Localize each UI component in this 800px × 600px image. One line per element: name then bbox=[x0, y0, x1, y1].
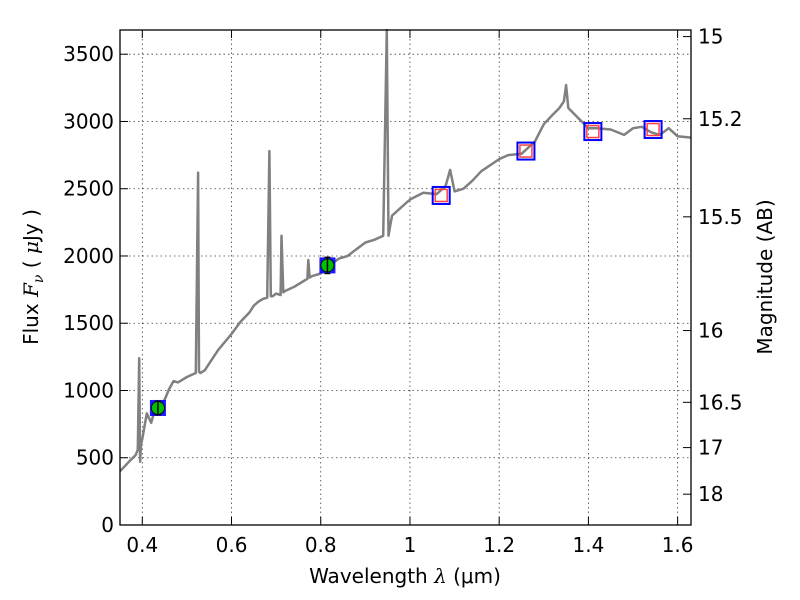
x-tick-label: 1 bbox=[404, 533, 417, 557]
y-tick-label: 2500 bbox=[63, 177, 114, 201]
mag-tick-label: 15 bbox=[698, 25, 723, 49]
y-tick-label: 0 bbox=[101, 513, 114, 537]
mag-tick-label: 16.5 bbox=[698, 390, 743, 414]
x-tick-label: 0.6 bbox=[216, 533, 248, 557]
red-square-marker bbox=[586, 124, 600, 139]
spectrum-line bbox=[119, 28, 692, 473]
blue-square-marker bbox=[643, 120, 663, 140]
y-tick-label: 1500 bbox=[63, 311, 114, 335]
axis-ticks: 0.4 0.6 0.8 1 1.2 1.4 1.6 0 500 1000 1500 2000 2500 3… bbox=[63, 25, 742, 557]
x-axis-title: Wavelength λ (μm) bbox=[309, 564, 501, 588]
grid bbox=[120, 30, 691, 525]
x-tick-label: 1.2 bbox=[483, 533, 515, 557]
y-tick-label: 3500 bbox=[63, 42, 114, 66]
red-square-marker bbox=[434, 188, 448, 203]
red-square-marker bbox=[646, 122, 660, 137]
y-axis-title: Flux Fν ( μJy ) bbox=[19, 209, 47, 345]
red-square-marker bbox=[519, 144, 533, 158]
y2-axis-title: Magnitude (AB) bbox=[753, 199, 777, 354]
photometry-point bbox=[516, 141, 536, 161]
photometry-point bbox=[431, 185, 451, 205]
mag-tick-label: 16 bbox=[698, 319, 723, 343]
blue-square-marker bbox=[516, 141, 536, 161]
photometry-point bbox=[149, 399, 166, 416]
x-tick-label: 1.4 bbox=[572, 533, 604, 557]
photometry-point bbox=[319, 256, 336, 275]
x-tick-label: 0.4 bbox=[126, 533, 158, 557]
mag-tick-label: 15.5 bbox=[698, 205, 743, 229]
y-tick-label: 500 bbox=[76, 446, 114, 470]
mag-tick-label: 15.2 bbox=[698, 107, 743, 131]
y-tick-label: 1000 bbox=[63, 378, 114, 402]
mag-tick-label: 18 bbox=[698, 482, 723, 506]
y-tick-label: 3000 bbox=[63, 109, 114, 133]
plot-frame bbox=[119, 29, 692, 526]
mag-tick-label: 17 bbox=[698, 436, 723, 460]
photometry-point bbox=[643, 120, 663, 140]
blue-square-marker bbox=[583, 122, 603, 142]
photometry-point bbox=[583, 122, 603, 142]
photometry-markers bbox=[149, 120, 663, 416]
x-tick-label: 1.6 bbox=[662, 533, 694, 557]
y-tick-label: 2000 bbox=[63, 244, 114, 268]
blue-square-marker bbox=[431, 185, 451, 205]
x-tick-label: 0.8 bbox=[305, 533, 337, 557]
